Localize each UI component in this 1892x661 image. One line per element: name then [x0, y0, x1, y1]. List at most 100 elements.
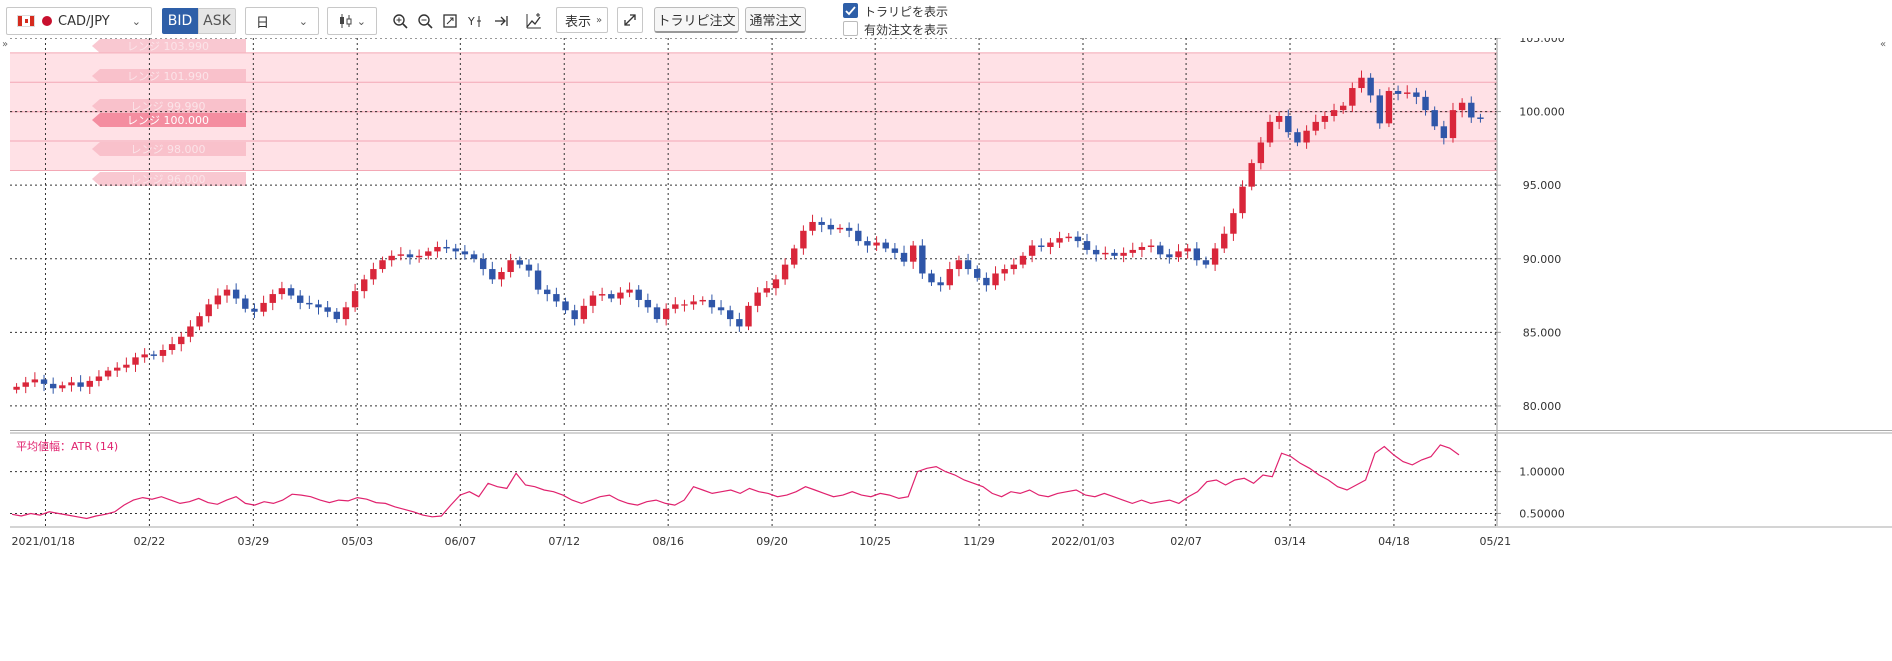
candle-body — [443, 246, 450, 249]
candle-body — [1394, 90, 1402, 94]
show-orders-label: 有効注文を表示 — [864, 23, 949, 37]
candle-body — [681, 304, 688, 306]
candle-body — [342, 307, 350, 320]
candle-body — [1047, 242, 1054, 247]
range-label: レンジ 100.000 — [127, 114, 209, 127]
x-tick-label: 03/14 — [1274, 535, 1306, 548]
chevron-down-icon: ⌄ — [131, 14, 141, 28]
candle-body — [1102, 252, 1109, 255]
trailing-order-button[interactable]: トラリピ注文 — [654, 7, 739, 33]
range-label: レンジ 99.990 — [131, 100, 206, 113]
range-label-tag — [92, 39, 246, 53]
candle-body — [909, 245, 917, 262]
add-indicator-icon[interactable] — [522, 9, 546, 33]
candle-body — [882, 242, 889, 249]
candle-body — [608, 294, 615, 299]
x-tick-label: 05/21 — [1479, 535, 1511, 548]
candle-body — [351, 291, 359, 308]
candle-body — [1239, 186, 1246, 214]
candle-body — [553, 294, 560, 302]
svg-text:Y: Y — [467, 15, 475, 28]
candle-body — [1001, 269, 1008, 274]
candle-body — [269, 294, 276, 303]
expand-icon — [624, 14, 636, 26]
candle-body — [873, 242, 880, 246]
x-tick-label: 02/22 — [134, 535, 166, 548]
candle-body — [1056, 238, 1063, 243]
candlestick-icon — [340, 14, 352, 28]
chart-type-select[interactable]: ⌄ — [327, 7, 377, 35]
candle-body — [141, 354, 148, 358]
candle-body — [470, 254, 478, 259]
candle-body — [498, 272, 505, 280]
candle-body — [1038, 245, 1045, 247]
candle-body — [49, 383, 57, 389]
x-tick-label: 10/25 — [859, 535, 891, 548]
x-tick-label: 02/07 — [1170, 535, 1202, 548]
candle-body — [379, 260, 386, 270]
canada-flag-icon — [17, 15, 35, 27]
candle-body — [1266, 121, 1274, 143]
candle-body — [1285, 116, 1292, 133]
candle-body — [1019, 255, 1027, 265]
show-orders-checkbox[interactable] — [843, 21, 858, 36]
price-axis-icon[interactable]: Y — [463, 9, 487, 33]
zoom-in-icon[interactable] — [388, 9, 412, 33]
candle-body — [717, 307, 725, 311]
candle-body — [1202, 260, 1210, 265]
candle-body — [1147, 245, 1155, 247]
candle-body — [791, 248, 798, 265]
candle-body — [1010, 264, 1018, 270]
currency-pair-select[interactable]: CAD/JPY ⌄ — [6, 7, 152, 35]
left-panel-toggle-icon[interactable]: » — [2, 39, 9, 50]
candle-body — [22, 382, 29, 387]
candle-body — [370, 269, 377, 280]
range-label-tag — [92, 113, 246, 127]
candle-body — [992, 273, 999, 286]
show-trailing-checkbox[interactable] — [843, 3, 858, 18]
candle-body — [1211, 248, 1219, 265]
candle-body — [745, 305, 752, 327]
fullscreen-button[interactable] — [617, 7, 643, 33]
scroll-to-latest-icon[interactable] — [489, 9, 513, 33]
normal-order-button[interactable]: 通常注文 — [745, 7, 806, 33]
candle-body — [1221, 233, 1228, 249]
x-tick-label: 2021/01/18 — [11, 535, 74, 548]
candle-body — [196, 316, 203, 327]
candle-body — [1404, 92, 1411, 94]
candle-body — [580, 305, 588, 320]
candle-body — [1358, 77, 1365, 89]
candle-body — [296, 295, 304, 303]
ask-toggle[interactable]: ASK — [198, 8, 236, 34]
right-panel-toggle-icon[interactable]: « — [1880, 39, 1887, 50]
timeframe-select[interactable]: 日 ⌄ — [245, 7, 319, 35]
range-label-tag — [92, 99, 246, 113]
double-chevron-down-icon: » — [596, 14, 603, 26]
candle-body — [1413, 92, 1420, 97]
candle-body — [1193, 248, 1201, 261]
candle-body — [562, 301, 569, 311]
candle-body — [772, 279, 780, 289]
candle-body — [736, 319, 743, 327]
candle-body — [653, 307, 661, 320]
candle-body — [104, 370, 112, 377]
candle-body — [59, 385, 66, 389]
display-menu-button[interactable]: 表示 » — [556, 7, 608, 33]
y-tick-label: 95.000 — [1523, 179, 1562, 192]
candle-body — [662, 308, 670, 320]
candle-body — [260, 302, 267, 312]
candle-body — [315, 304, 322, 308]
candle-body — [644, 299, 652, 308]
bid-toggle[interactable]: BID — [162, 8, 198, 34]
candle-body — [800, 230, 807, 249]
candle-body — [1367, 77, 1374, 96]
candle-body — [242, 298, 249, 309]
fit-screen-icon[interactable] — [438, 9, 462, 33]
candle-body — [928, 273, 935, 283]
chart-toolbar: CAD/JPY ⌄ BID ASK 日 ⌄ ⌄ Y 表示 » トラリピ注文 通常… — [0, 0, 1892, 44]
candle-body — [123, 364, 130, 368]
zoom-out-icon[interactable] — [413, 9, 437, 33]
atr-line — [11, 444, 1460, 520]
